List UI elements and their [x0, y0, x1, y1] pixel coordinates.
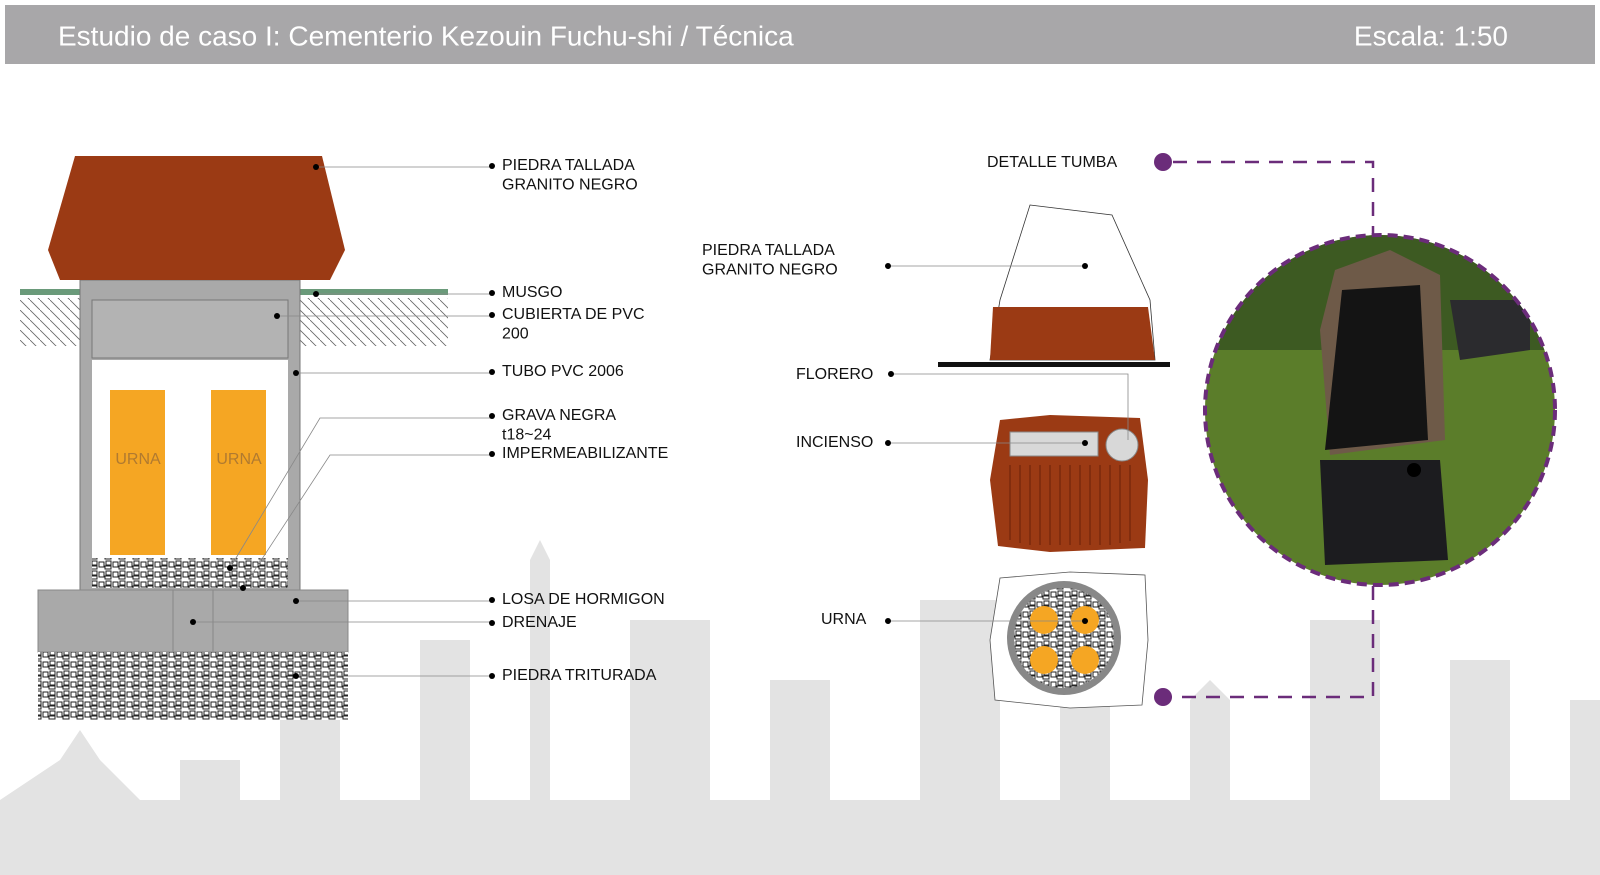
labels: PIEDRA TALLADA GRANITO NEGRO MUSGO CUBIERTA… [489, 157, 873, 684]
section-label: PIEDRA TRITURADA [502, 667, 657, 684]
section-label: LOSA DE HORMIGON [502, 591, 665, 608]
section-label: MUSGO [502, 284, 562, 301]
header-title: Estudio de caso I: Cementerio Kezouin Fu… [58, 20, 794, 51]
detail-label: URNA [821, 611, 867, 628]
label-dot [489, 673, 495, 679]
label-dot [489, 163, 495, 169]
section-label: t18~24 [502, 427, 551, 444]
detail-label: INCIENSO [796, 434, 873, 451]
label-dot [489, 290, 495, 296]
section-label: GRAVA NEGRA [502, 407, 616, 424]
section-label: 200 [502, 326, 529, 343]
detail-title: DETALLE TUMBA [987, 154, 1117, 171]
section-label: DRENAJE [502, 614, 577, 631]
detail-label: FLORERO [796, 366, 873, 383]
label-dot [489, 369, 495, 375]
section-label: IMPERMEABILIZANTE [502, 445, 668, 462]
detail-label: PIEDRA TALLADA [702, 242, 835, 259]
section-label: GRANITO NEGRO [502, 177, 638, 194]
section-drawing [20, 156, 448, 720]
label-dot [489, 451, 495, 457]
label-dot [489, 413, 495, 419]
detail-label: GRANITO NEGRO [702, 262, 838, 279]
section-label: PIEDRA TALLADA [502, 157, 635, 174]
page: Estudio de caso I: Cementerio Kezouin Fu… [0, 0, 1600, 875]
header-scale: Escala: 1:50 [1354, 20, 1508, 51]
urn-label: URNA [115, 451, 161, 468]
urn-label: URNA [216, 451, 262, 468]
section-label: TUBO PVC 2006 [502, 363, 624, 380]
label-dot [489, 620, 495, 626]
label-dot [489, 597, 495, 603]
label-dot [489, 312, 495, 318]
section-label: CUBIERTA DE PVC [502, 306, 645, 323]
